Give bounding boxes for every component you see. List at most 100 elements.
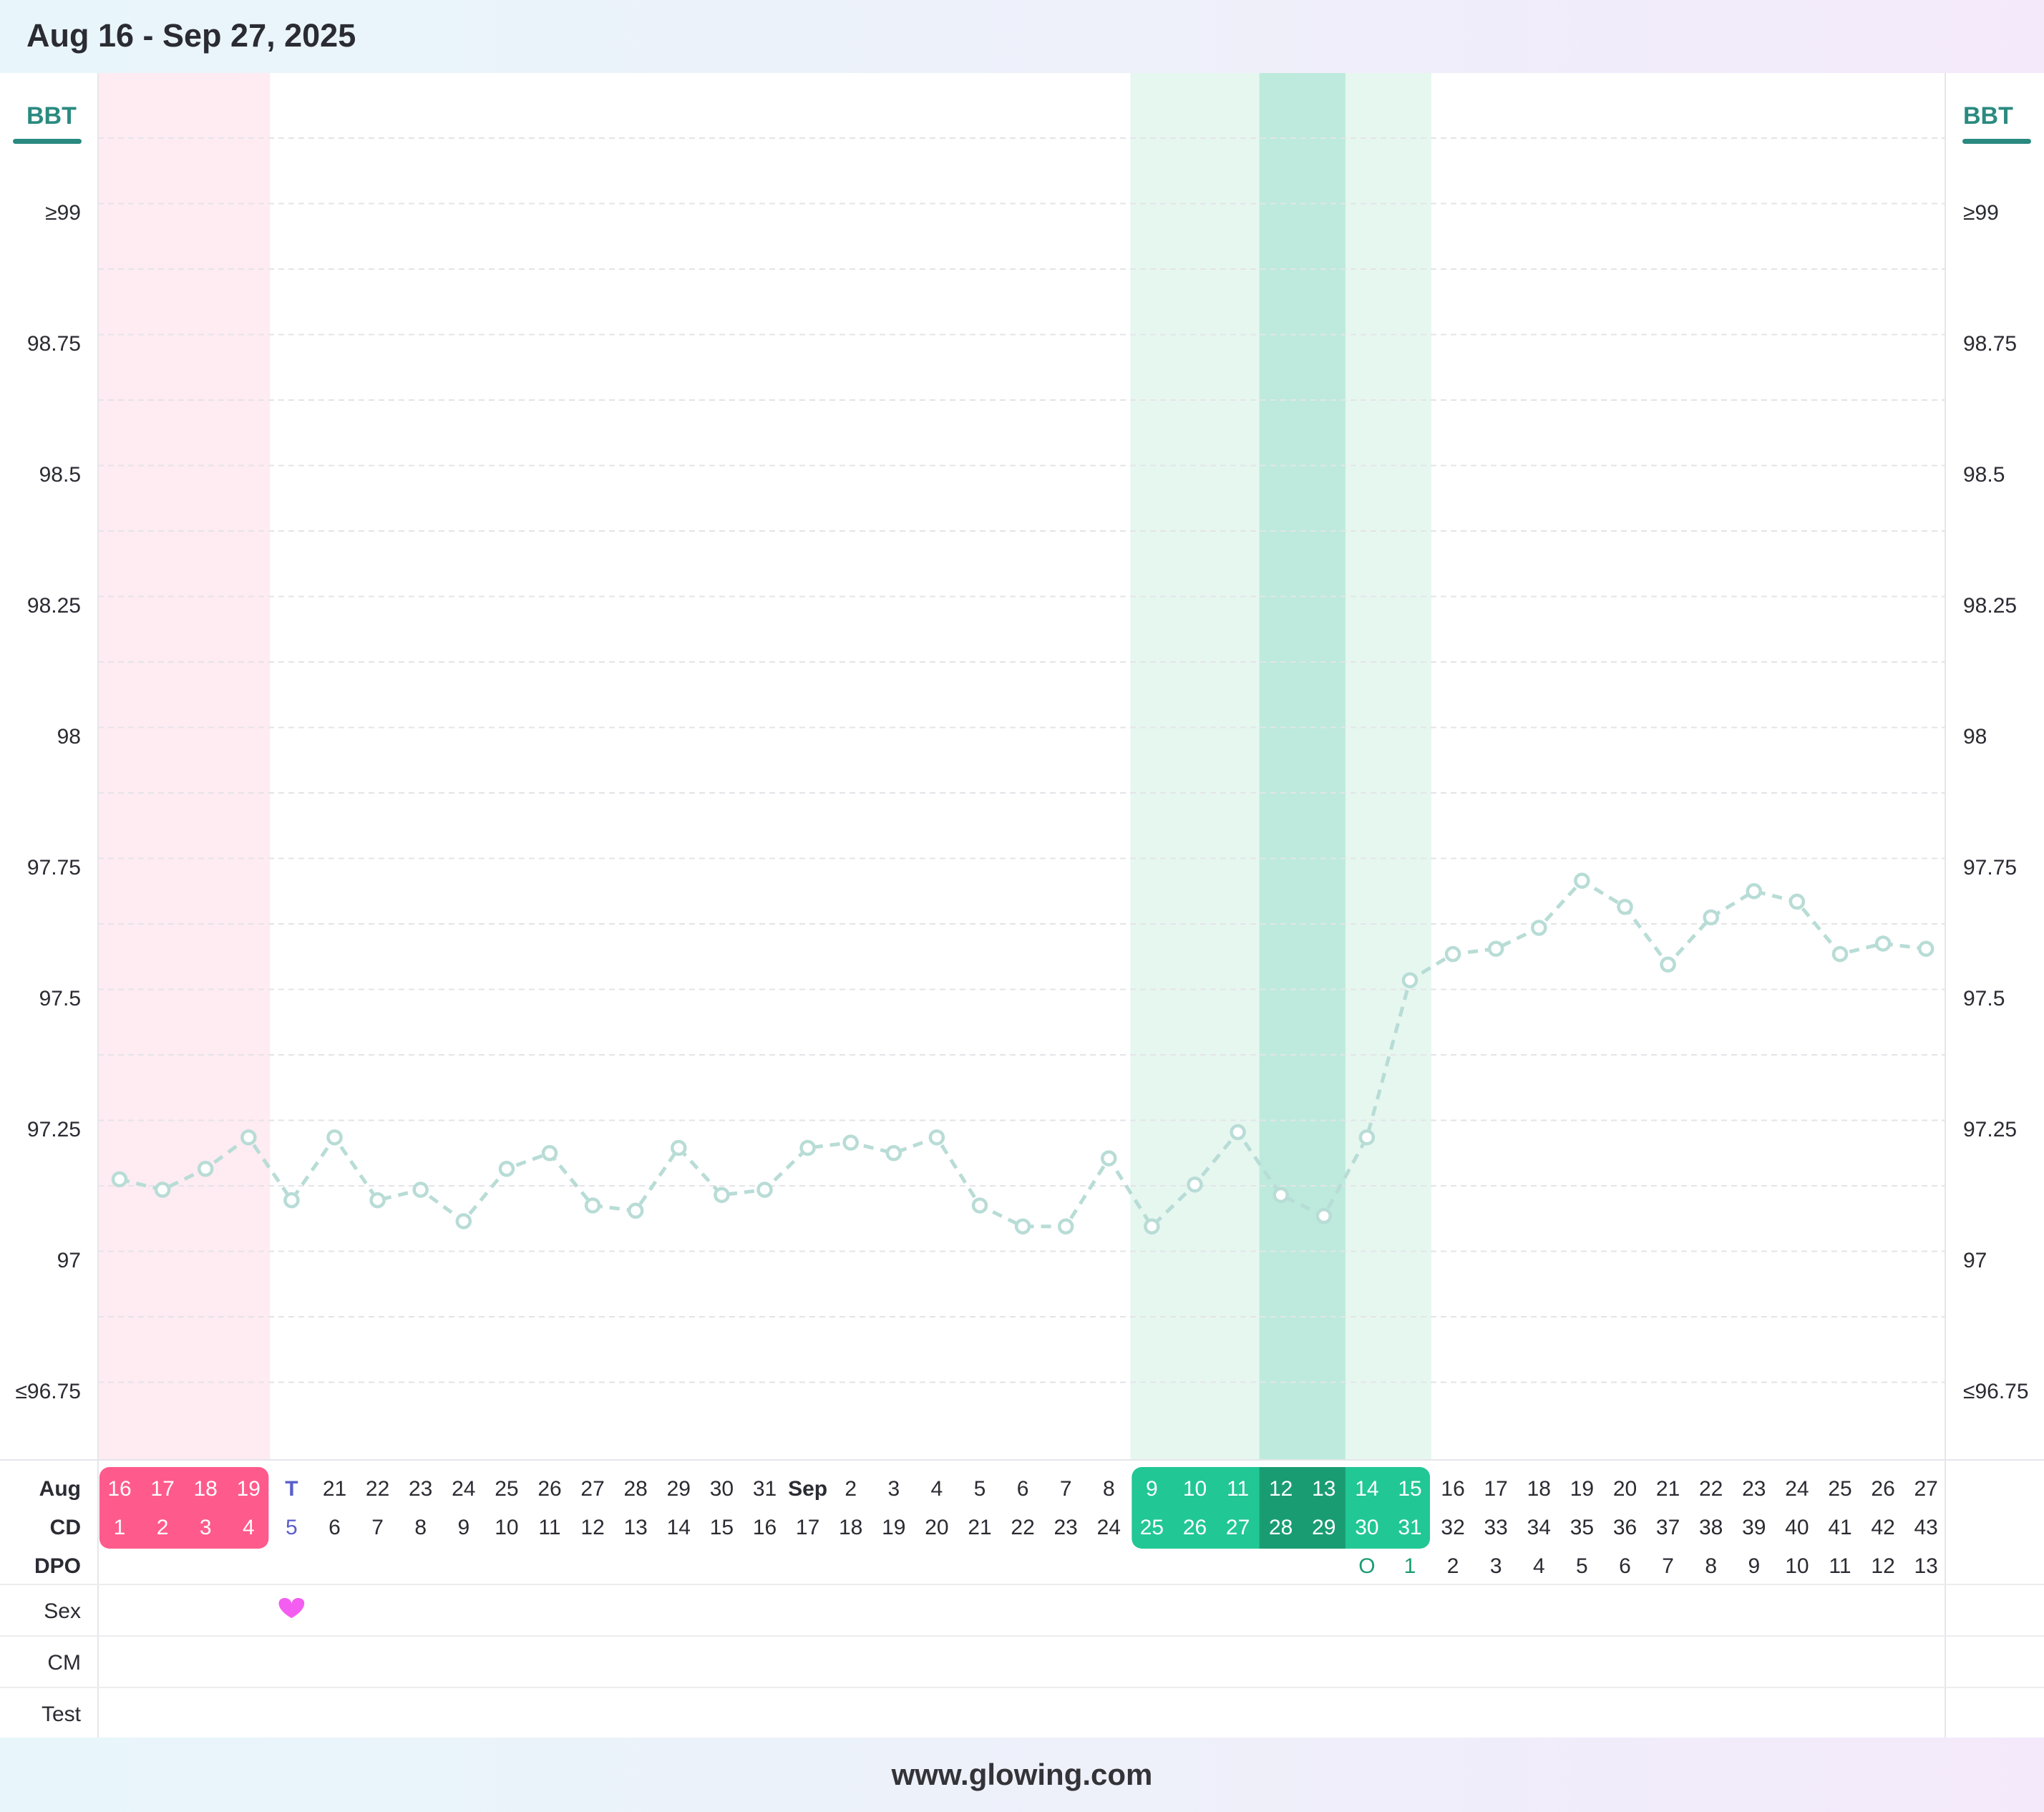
date-cell[interactable]: 14 — [1355, 1477, 1378, 1501]
bbt-point[interactable] — [1788, 893, 1806, 910]
date-cell[interactable]: 13 — [1312, 1477, 1335, 1501]
bbt-point[interactable] — [369, 1192, 386, 1209]
bbt-point[interactable] — [627, 1202, 644, 1219]
bbt-point[interactable] — [971, 1197, 988, 1214]
bbt-point[interactable] — [1617, 898, 1633, 915]
bbt-point[interactable] — [1574, 872, 1590, 889]
date-cell[interactable]: 12 — [1269, 1477, 1293, 1501]
bbt-point[interactable] — [1014, 1218, 1031, 1235]
date-cell[interactable]: 25 — [495, 1477, 518, 1501]
date-cell[interactable]: 24 — [1785, 1477, 1809, 1501]
date-cell[interactable]: 18 — [194, 1477, 218, 1501]
bbt-point[interactable] — [455, 1213, 472, 1229]
bbt-point[interactable] — [799, 1139, 816, 1156]
cycle-day-cell: 2 — [157, 1516, 169, 1539]
date-cell[interactable]: 7 — [1060, 1477, 1072, 1501]
bbt-point[interactable] — [1144, 1218, 1160, 1235]
date-cell[interactable]: 26 — [1871, 1477, 1894, 1501]
bbt-point[interactable] — [1660, 956, 1676, 973]
bbt-point[interactable] — [885, 1145, 902, 1161]
date-cell[interactable]: 17 — [1484, 1477, 1508, 1501]
date-cell[interactable]: Sep — [788, 1477, 827, 1501]
bbt-point[interactable] — [1531, 920, 1547, 936]
date-cell[interactable]: 23 — [409, 1477, 432, 1501]
bbt-point[interactable] — [1746, 883, 1763, 900]
bbt-point[interactable] — [1917, 940, 1934, 958]
date-cell[interactable]: 5 — [974, 1477, 986, 1501]
bbt-point[interactable] — [326, 1129, 343, 1146]
bbt-point[interactable] — [498, 1160, 515, 1177]
website-link[interactable]: www.glowing.com — [891, 1758, 1153, 1791]
cycle-day-cell: 10 — [495, 1516, 518, 1539]
date-cell[interactable]: 21 — [1656, 1477, 1680, 1501]
y-tick-label-left: 97.5 — [39, 987, 81, 1010]
y-tick-label-left: 98.75 — [27, 332, 81, 356]
date-cell[interactable]: 6 — [1017, 1477, 1029, 1501]
bbt-point[interactable] — [1272, 1187, 1289, 1204]
bbt-point[interactable] — [714, 1187, 730, 1204]
cycle-day-cell: 16 — [753, 1516, 777, 1539]
date-cell[interactable]: 28 — [624, 1477, 648, 1501]
date-cell[interactable]: 16 — [1441, 1477, 1464, 1501]
bbt-point[interactable] — [1187, 1176, 1203, 1193]
row-label-cd: CD — [50, 1516, 81, 1539]
dpo-cell: 1 — [1404, 1554, 1416, 1578]
bbt-point[interactable] — [412, 1182, 429, 1198]
date-cell[interactable]: 29 — [667, 1477, 691, 1501]
bbt-point[interactable] — [842, 1134, 859, 1151]
bbt-point[interactable] — [1874, 935, 1892, 952]
bbt-point[interactable] — [1358, 1129, 1376, 1146]
date-cell[interactable]: 16 — [107, 1477, 131, 1501]
cycle-day-cell: 39 — [1742, 1516, 1766, 1539]
bbt-point[interactable] — [197, 1160, 214, 1177]
bbt-point[interactable] — [1315, 1207, 1333, 1224]
date-cell[interactable]: 26 — [537, 1477, 561, 1501]
date-cell[interactable]: 8 — [1103, 1477, 1115, 1501]
date-cell[interactable]: 2 — [845, 1477, 857, 1501]
date-cell[interactable]: 17 — [150, 1477, 174, 1501]
cycle-day-cell: 8 — [414, 1516, 427, 1539]
bbt-point[interactable] — [1101, 1150, 1117, 1166]
date-cell[interactable]: 4 — [931, 1477, 943, 1501]
date-cell[interactable]: 25 — [1828, 1477, 1851, 1501]
bbt-point[interactable] — [756, 1182, 773, 1198]
date-cell[interactable]: T — [285, 1477, 298, 1501]
date-cell[interactable]: 19 — [1570, 1477, 1594, 1501]
date-cell[interactable]: 24 — [452, 1477, 475, 1501]
y-tick-label-right: 97.75 — [1963, 856, 2017, 880]
bbt-point[interactable] — [240, 1129, 257, 1146]
date-cell[interactable]: 22 — [1699, 1477, 1723, 1501]
bbt-point[interactable] — [671, 1139, 687, 1156]
date-cell[interactable]: 23 — [1742, 1477, 1766, 1501]
bbt-point[interactable] — [1057, 1218, 1074, 1235]
bbt-point[interactable] — [928, 1129, 945, 1146]
bbt-point[interactable] — [1487, 940, 1504, 958]
date-cell[interactable]: 18 — [1527, 1477, 1551, 1501]
date-cell[interactable]: 3 — [887, 1477, 900, 1501]
bbt-point[interactable] — [111, 1171, 128, 1188]
date-cell[interactable]: 9 — [1146, 1477, 1158, 1501]
date-cell[interactable]: 19 — [237, 1477, 261, 1501]
bbt-chart: BBT BBT ≥99 ≥99 98.75 98.75 98.5 98.5 98.25 98.25… — [0, 73, 2044, 1738]
date-cell[interactable]: 31 — [753, 1477, 777, 1501]
cycle-day-cell: 3 — [200, 1516, 212, 1539]
bbt-point[interactable] — [584, 1197, 601, 1214]
bbt-point[interactable] — [1831, 945, 1849, 963]
date-cell[interactable]: 15 — [1398, 1477, 1421, 1501]
date-cell[interactable]: 27 — [580, 1477, 604, 1501]
date-cell[interactable]: 22 — [366, 1477, 389, 1501]
bbt-point[interactable] — [154, 1182, 171, 1198]
bbt-point[interactable] — [1230, 1124, 1246, 1141]
date-cell[interactable]: 10 — [1183, 1477, 1207, 1501]
dpo-cell: 9 — [1748, 1554, 1760, 1578]
bbt-point[interactable] — [1703, 909, 1719, 926]
bbt-point[interactable] — [541, 1145, 558, 1161]
date-cell[interactable]: 20 — [1613, 1477, 1637, 1501]
bbt-point[interactable] — [283, 1192, 300, 1209]
date-cell[interactable]: 21 — [323, 1477, 346, 1501]
date-cell[interactable]: 30 — [710, 1477, 734, 1501]
bbt-point[interactable] — [1444, 945, 1461, 963]
date-cell[interactable]: 27 — [1914, 1477, 1938, 1501]
bbt-point[interactable] — [1401, 972, 1418, 988]
date-cell[interactable]: 11 — [1227, 1477, 1249, 1501]
